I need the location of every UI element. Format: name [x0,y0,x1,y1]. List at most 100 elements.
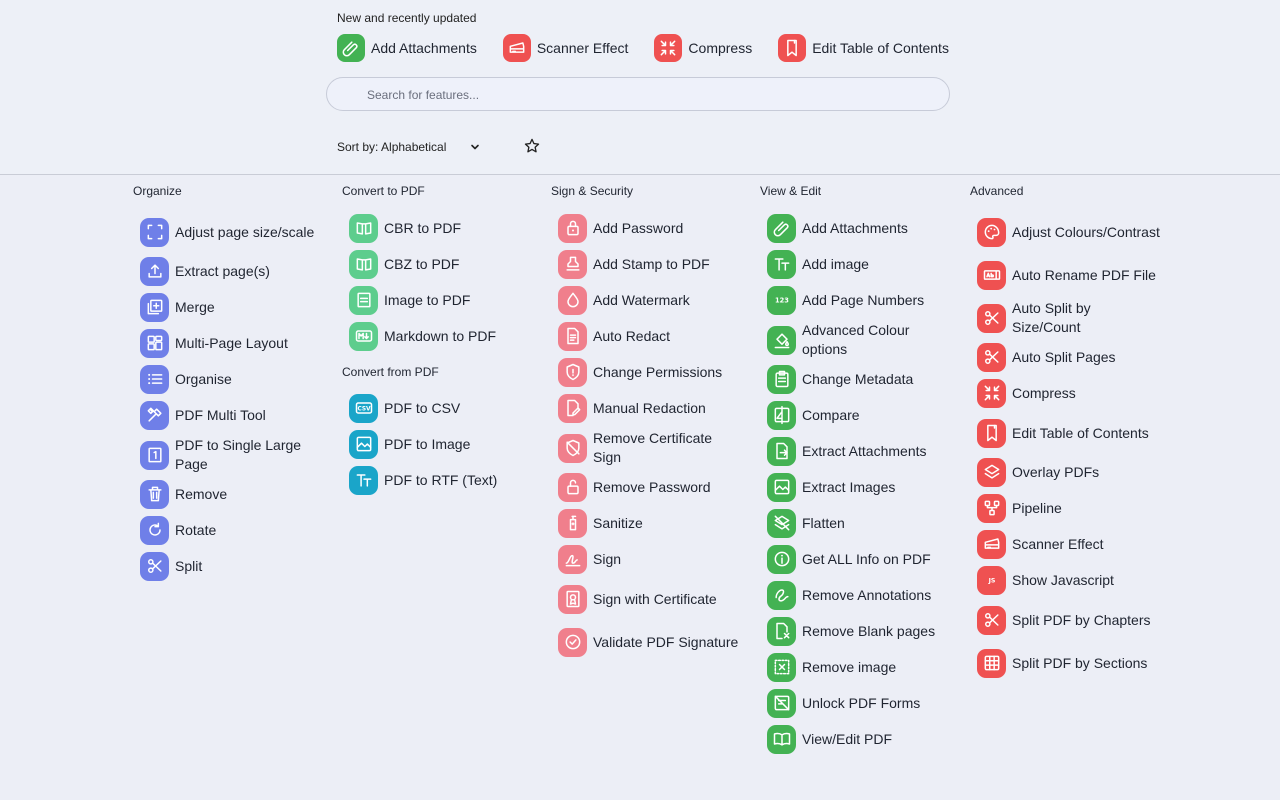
tool-add-password[interactable]: Add Password [551,213,751,243]
tool-get-all-info-on-pdf[interactable]: Get ALL Info on PDF [760,544,960,574]
tool-view-edit-pdf[interactable]: View/Edit PDF [760,724,960,754]
tool-edit-table-of-contents[interactable]: Edit Table of Contents [970,414,1170,452]
tool-add-stamp-to-pdf[interactable]: Add Stamp to PDF [551,249,751,279]
tool-overlay-pdfs[interactable]: Overlay PDFs [970,457,1170,487]
favourites-star-icon[interactable] [523,137,541,155]
tool-scanner-effect[interactable]: Scanner Effect [970,529,1170,559]
svg-text:CSV: CSV [357,407,371,413]
tool-label: Manual Redaction [593,399,706,416]
tool-adjust-page-size-scale[interactable]: Adjust page size/scale [133,213,333,251]
category-title: Organize [133,184,182,198]
recent-tool-edit-table-of-contents[interactable]: Edit Table of Contents [778,33,949,63]
sort-dropdown[interactable]: Sort by: Alphabetical [337,140,480,154]
tool-label: Auto Redact [593,327,671,344]
tool-label: Sign with Certificate [593,590,717,607]
tool-add-attachments[interactable]: Add Attachments [760,213,960,243]
tool-label: Remove [175,485,228,502]
recent-tool-add-attachments[interactable]: Add Attachments [337,33,477,63]
tool-cbz-to-pdf[interactable]: CBZ to PDF [342,249,542,279]
tool-rotate[interactable]: Rotate [133,515,333,545]
tool-sign[interactable]: Sign [551,544,751,574]
tool-multi-page-layout[interactable]: Multi-Page Layout [133,328,333,358]
tool-extract-attachments[interactable]: Extract Attachments [760,436,960,466]
tool-change-permissions[interactable]: Change Permissions [551,357,751,387]
tool-label: Sign [593,550,622,567]
search-input[interactable] [365,78,929,112]
tool-unlock-pdf-forms[interactable]: Unlock PDF Forms [760,688,960,718]
tool-merge[interactable]: Merge [133,292,333,322]
unlock-icon [558,472,587,502]
tool-cbr-to-pdf[interactable]: CBR to PDF [342,213,542,243]
tool-label: CBR to PDF [384,219,462,236]
recent-tool-scanner-effect[interactable]: Scanner Effect [502,33,629,63]
grid-icon [140,328,169,358]
tool-label: Edit Table of Contents [1012,424,1149,441]
tool-image-to-pdf[interactable]: Image to PDF [342,285,542,315]
tool-sign-with-certificate[interactable]: Sign with Certificate [551,580,751,618]
remove-page-icon [767,616,796,646]
tool-markdown-to-pdf[interactable]: Markdown to PDF [342,321,542,351]
tool-label: Extract page(s) [175,262,270,279]
tool-auto-split-by-size-count[interactable]: Auto Split by Size/Count [970,299,1170,337]
tool-manual-redaction[interactable]: Manual Redaction [551,393,751,423]
tool-change-metadata[interactable]: Change Metadata [760,364,960,394]
tool-remove-image[interactable]: Remove image [760,652,960,682]
tool-pdf-multi-tool[interactable]: PDF Multi Tool [133,400,333,430]
tool-advanced-colour-options[interactable]: Advanced Colour options [760,321,960,359]
tool-extract-page-s[interactable]: Extract page(s) [133,256,333,286]
no-form-icon [767,688,796,718]
palette-icon [977,217,1006,247]
tool-remove-annotations[interactable]: Remove Annotations [760,580,960,610]
table-grid-icon [977,648,1006,678]
tool-sanitize[interactable]: Sanitize [551,508,751,538]
tool-label: Adjust Colours/Contrast [1012,223,1160,240]
tool-organise[interactable]: Organise [133,364,333,394]
tool-compress[interactable]: Compress [970,378,1170,408]
search-box[interactable] [326,77,950,112]
tool-pipeline[interactable]: Pipeline [970,493,1170,523]
tool-split-pdf-by-sections[interactable]: Split PDF by Sections [970,644,1170,682]
tool-remove[interactable]: Remove [133,479,333,509]
tool-split[interactable]: Split [133,551,333,581]
tool-pdf-to-rtf-text[interactable]: PDF to RTF (Text) [342,465,542,495]
tool-compare[interactable]: Compare [760,400,960,430]
tool-auto-redact[interactable]: Auto Redact [551,321,751,351]
markdown-icon [349,321,378,351]
category-title: Convert to PDF [342,184,425,198]
recent-tool-label: Scanner Effect [536,40,629,56]
tool-show-javascript[interactable]: JS Show Javascript [970,565,1170,595]
fullscreen-icon [140,217,169,247]
column-convert: Convert to PDF CBR to PDF CBZ to PDF Image … [342,184,542,501]
numbers-icon: 123 [767,285,796,315]
tool-label: Merge [175,298,215,315]
tool-add-watermark[interactable]: Add Watermark [551,285,751,315]
tool-validate-pdf-signature[interactable]: Validate PDF Signature [551,623,751,661]
svg-text:123: 123 [775,297,789,305]
bookmark-icon [977,418,1006,448]
tool-label: Adjust page size/scale [175,223,315,240]
tool-remove-password[interactable]: Remove Password [551,472,751,502]
tool-remove-certificate-sign[interactable]: Remove Certificate Sign [551,429,751,467]
tool-add-image[interactable]: Add image [760,249,960,279]
tool-label: Remove Password [593,478,711,495]
tool-split-pdf-by-chapters[interactable]: Split PDF by Chapters [970,601,1170,639]
tool-flatten[interactable]: Flatten [760,508,960,538]
tool-pdf-to-image[interactable]: PDF to Image [342,429,542,459]
tool-label: Add Attachments [802,219,908,236]
tool-add-page-numbers[interactable]: 123 Add Page Numbers [760,285,960,315]
csv-icon: CSV [349,393,378,423]
tool-auto-rename-pdf-file[interactable]: Auto Rename PDF File [970,256,1170,294]
column-view-edit: View & Edit Add Attachments Add image 123 Ad… [760,184,960,760]
tool-pdf-to-csv[interactable]: CSV PDF to CSV [342,393,542,423]
tool-adjust-colours-contrast[interactable]: Adjust Colours/Contrast [970,213,1170,251]
book-icon [767,724,796,754]
chevron-down-icon [470,142,480,152]
tool-label: PDF to CSV [384,399,461,416]
tool-remove-blank-pages[interactable]: Remove Blank pages [760,616,960,646]
recent-tool-compress[interactable]: Compress [654,33,752,63]
tool-auto-split-pages[interactable]: Auto Split Pages [970,342,1170,372]
tool-extract-images[interactable]: Extract Images [760,472,960,502]
tool-label: Split [175,557,203,574]
tool-pdf-to-single-large-page[interactable]: PDF to Single Large Page [133,436,333,474]
remove-image-icon [767,652,796,682]
